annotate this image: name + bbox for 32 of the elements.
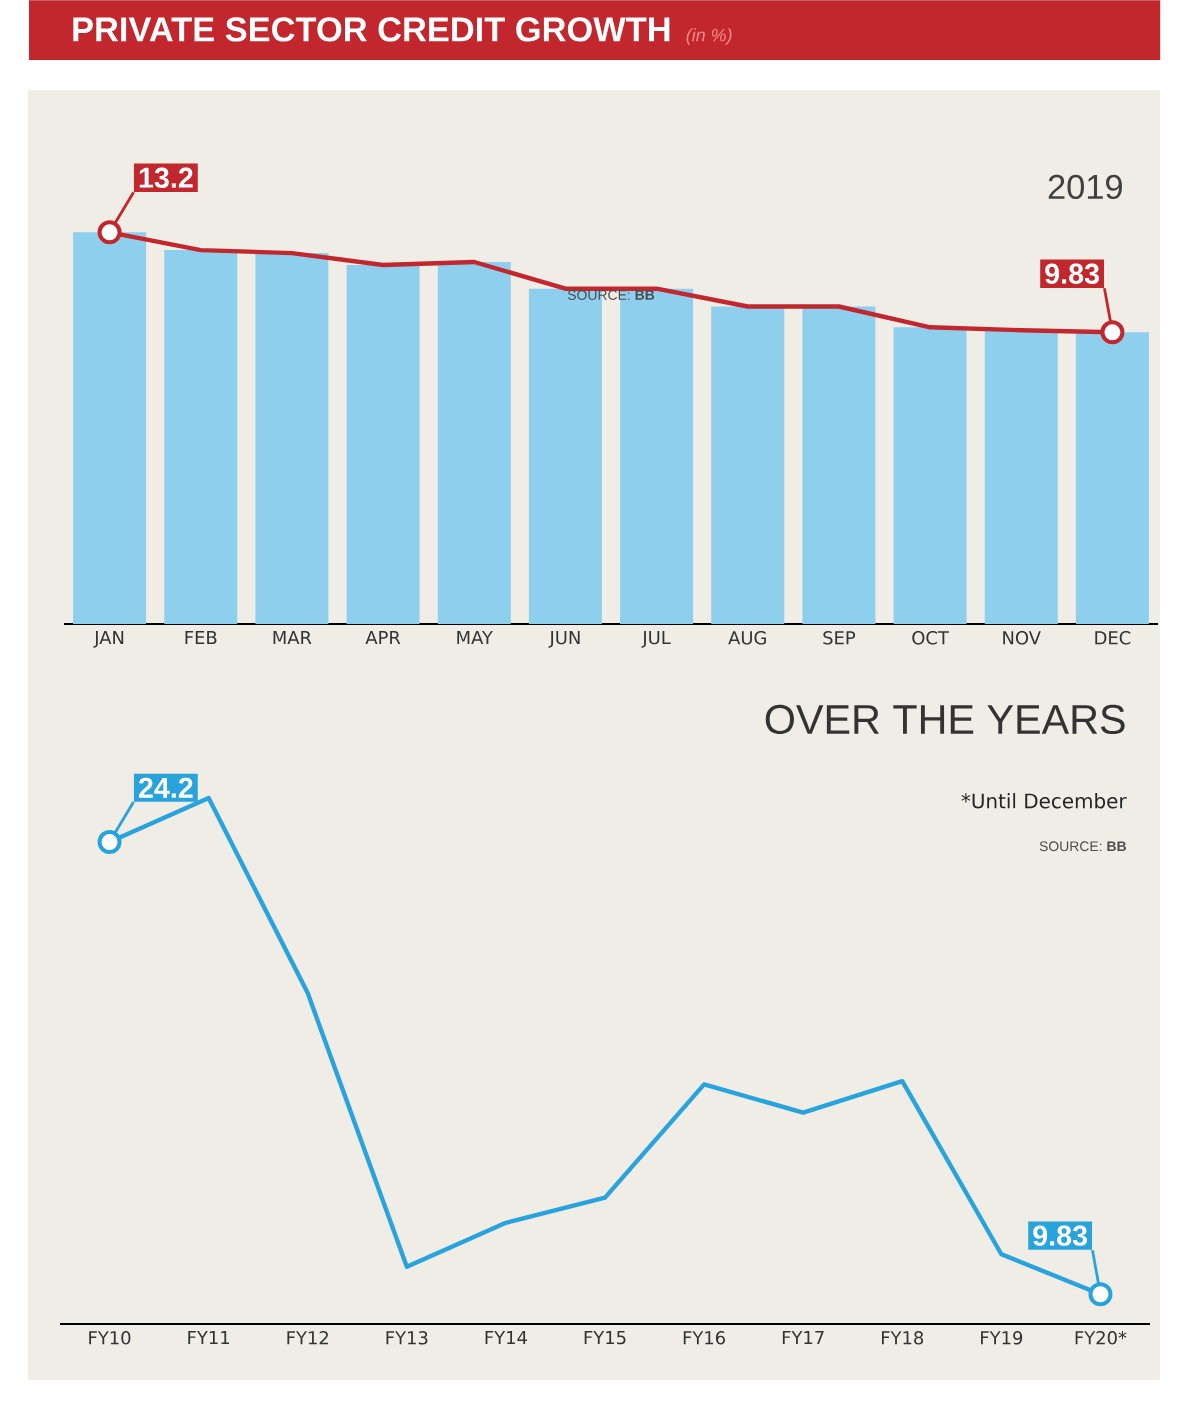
text: 2019 [1048, 174, 1122, 200]
x-tick-label: JAN [93, 631, 124, 648]
chart-title: PRIVATE SECTOR CREDIT GROWTH [73, 17, 670, 42]
x-tick-label: DEC [1095, 631, 1131, 645]
x-tick-label: APR [365, 631, 401, 645]
x-tick-label: JUL [641, 631, 671, 648]
x-tick-label: FY19 [981, 1331, 1023, 1345]
x-tick-label: FEB [185, 631, 217, 645]
x-tick-label: SEP [823, 631, 856, 645]
x-tick-label: FY20* [1075, 1331, 1127, 1345]
x-tick-label: FY10 [89, 1331, 131, 1345]
data-label: 9.83 [1033, 1225, 1088, 1246]
chart-subtitle: (in %) [686, 28, 732, 45]
x-tick-label: MAY [457, 631, 493, 645]
annotation: *Until December [961, 793, 1127, 809]
x-tick-label: FY11 [188, 1331, 230, 1345]
data-label: 13.2 [139, 167, 193, 188]
x-tick-label: FY16 [683, 1331, 725, 1345]
x-tick-label: OCT [912, 631, 949, 645]
x-tick-label: AUG [728, 631, 766, 645]
x-tick-label: JUN [548, 631, 580, 648]
x-tick-label: FY18 [881, 1331, 924, 1345]
x-tick-label: FY15 [584, 1331, 626, 1345]
x-tick-label: FY13 [386, 1331, 428, 1345]
data-label: 9.83 [1045, 263, 1099, 284]
x-tick-label: NOV [1003, 631, 1041, 645]
x-tick-label: FY17 [782, 1331, 824, 1345]
x-tick-label: FY12 [287, 1331, 328, 1345]
chart-title: OVER THE YEARS [765, 704, 1125, 735]
data-label: 24.2 [138, 777, 193, 798]
x-tick-label: MAR [273, 631, 312, 645]
x-tick-label: FY14 [485, 1331, 527, 1345]
